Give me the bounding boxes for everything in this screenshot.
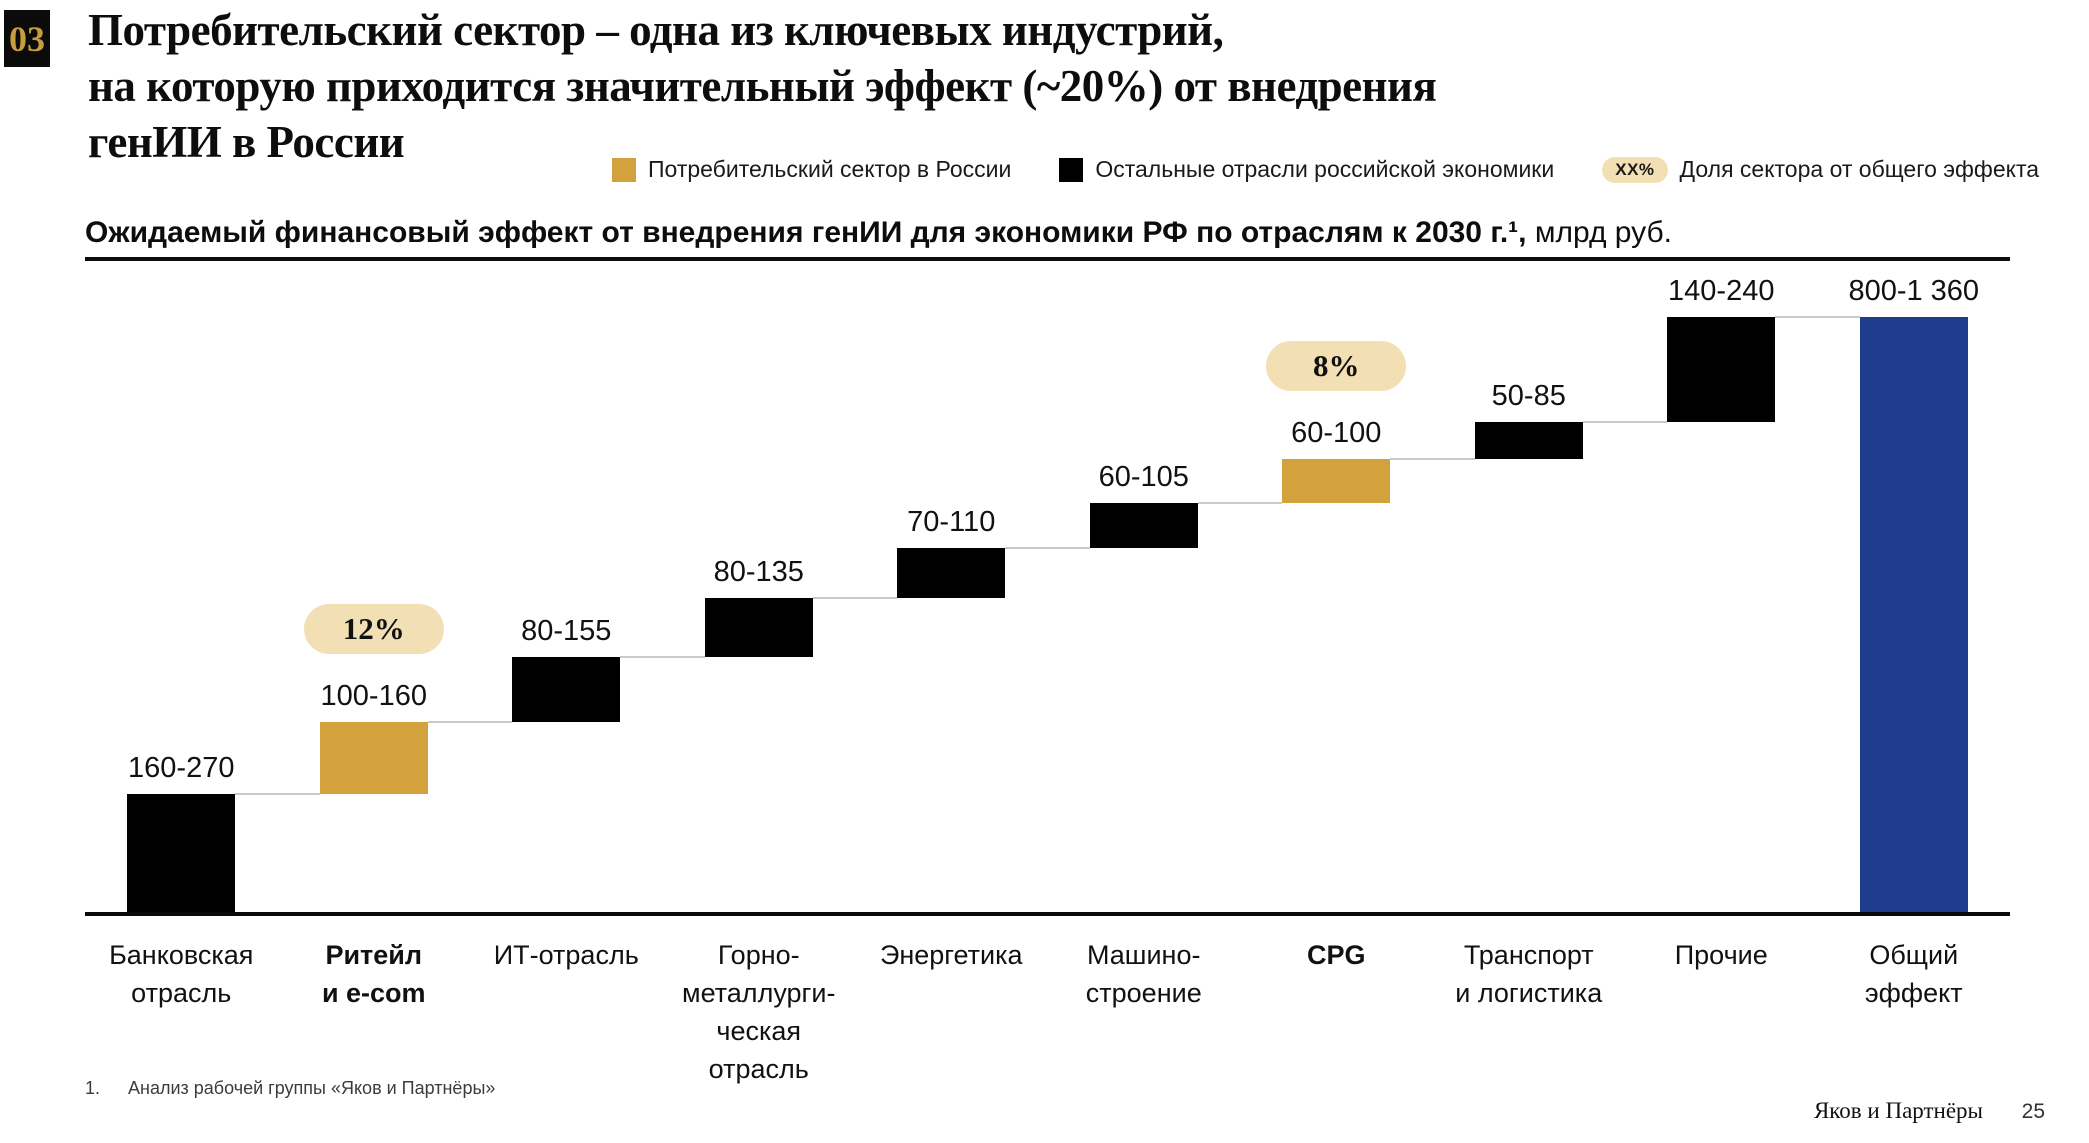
bar-value-label: 80-135: [713, 555, 804, 588]
page-title-line-1: Потребительский сектор – одна из ключевы…: [88, 5, 1224, 55]
x-axis-line: [85, 912, 2010, 916]
legend-item-consumer-sector: Потребительский сектор в России: [612, 156, 1011, 183]
category-label: Прочие: [1674, 940, 1768, 970]
connector-line: [235, 792, 320, 795]
connector-line: [427, 720, 513, 723]
black-swatch-icon: [1059, 157, 1084, 182]
legend-item-other-industries: Остальные отрасли российской экономики: [1059, 156, 1554, 183]
slide-number-badge: 03: [4, 10, 50, 67]
connector-line: [1197, 501, 1283, 504]
category-label: Ритейл и e-com: [321, 940, 426, 1008]
category-label: Транспорт и логистика: [1455, 940, 1603, 1008]
sector-share-pill: 8%: [1266, 340, 1407, 391]
connector-line: [1005, 547, 1090, 550]
bar-3: [512, 657, 621, 722]
bar-value-label: 60-105: [1098, 460, 1189, 493]
bar-value-label: 140-240: [1668, 275, 1775, 307]
title-divider: [85, 257, 2010, 261]
bar-5: [897, 548, 1006, 598]
footer-brand: Яков и Партнёры: [1813, 1098, 1983, 1123]
legend-label: Доля сектора от общего эффекта: [1679, 156, 2040, 182]
gold-swatch-icon: [612, 157, 636, 182]
bar-1: [127, 793, 236, 912]
bar-9: [1667, 317, 1776, 422]
bar-value-label: 160-270: [128, 751, 235, 784]
bar-8: [1474, 421, 1583, 459]
chart-title-main: Ожидаемый финансовый эффект от внедрения…: [85, 216, 1527, 249]
connector-line: [1775, 316, 1860, 318]
bar-value-label: 50-85: [1491, 379, 1566, 412]
category-label: Энергетика: [879, 940, 1023, 970]
bar-7: [1282, 458, 1391, 503]
chart-title-unit: млрд руб.: [1526, 216, 1672, 249]
sector-share-pill: 12%: [303, 603, 444, 654]
category-label: Горно- металлурги- ческая отрасль: [682, 940, 836, 1084]
page-number: 25: [2021, 1100, 2045, 1123]
category-label: Банковская отрасль: [109, 940, 254, 1008]
category-label: CPG: [1306, 940, 1366, 970]
bar-total: [1859, 317, 1968, 912]
bar-4: [704, 597, 813, 658]
chart-title: Ожидаемый финансовый эффект от внедрения…: [85, 216, 1672, 250]
category-label: Машино- строение: [1085, 940, 1202, 1008]
share-pill-icon: XX%: [1602, 156, 1668, 183]
category-label: ИТ-отрасль: [493, 940, 639, 970]
legend-label: Остальные отрасли российской экономики: [1095, 156, 1555, 182]
bar-6: [1089, 502, 1198, 549]
connector-line: [1390, 457, 1475, 460]
bar-value-label: 60-100: [1291, 416, 1382, 449]
bar-2: [319, 721, 428, 794]
page-title-line-2: на которую приходится значительный эффек…: [88, 61, 1437, 111]
bar-value-label: 800-1 360: [1848, 275, 1980, 307]
page-title-line-3: генИИ в России: [88, 117, 405, 167]
bar-value-label: 70-110: [907, 506, 996, 539]
footnote: 1. Анализ рабочей группы «Яков и Партнёр…: [85, 1078, 495, 1099]
bar-value-label: 100-160: [320, 679, 427, 712]
legend: Потребительский сектор в России Остальны…: [612, 156, 2039, 183]
footnote-text: Анализ рабочей группы «Яков и Партнёры»: [128, 1078, 496, 1098]
connector-line: [1582, 420, 1668, 423]
page-title: Потребительский сектор – одна из ключевы…: [88, 2, 1437, 170]
footnote-number: 1.: [85, 1078, 101, 1098]
connector-line: [812, 596, 898, 599]
legend-label: Потребительский сектор в России: [648, 156, 1012, 182]
legend-item-share: XX% Доля сектора от общего эффекта: [1602, 156, 2039, 183]
bar-value-label: 80-155: [521, 615, 612, 648]
category-label: Общий эффект: [1864, 940, 1963, 1008]
connector-line: [620, 656, 705, 659]
